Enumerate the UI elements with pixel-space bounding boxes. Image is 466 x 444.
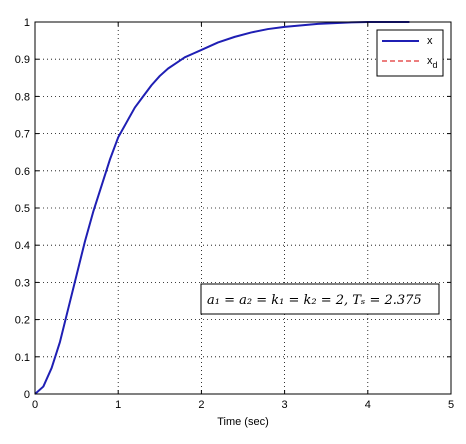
y-tick-label-3: 0.3 bbox=[15, 277, 30, 289]
grid bbox=[35, 22, 451, 394]
legend-entry-xd-subscript: d bbox=[433, 60, 438, 70]
x-tick-label-0: 0 bbox=[32, 399, 38, 411]
annotation-border bbox=[200, 283, 440, 315]
series-line-0 bbox=[34, 21, 410, 395]
legend-box bbox=[376, 29, 444, 77]
x-axis-label: Time (sec) bbox=[217, 416, 269, 428]
series-group bbox=[34, 21, 410, 395]
y-tick-label-5: 0.5 bbox=[15, 203, 30, 215]
x-tick-label-4: 4 bbox=[365, 399, 371, 411]
y-tick-label-10: 1 bbox=[24, 17, 30, 29]
x-tick-label-1: 1 bbox=[115, 399, 121, 411]
y-tick-label-1: 0.1 bbox=[15, 352, 30, 364]
x-tick-label-3: 3 bbox=[282, 399, 288, 411]
annotation-box: a₁ = a₂ = k₁ = k₂ = 2, Tₛ = 2.375 bbox=[200, 283, 440, 315]
annotation-text: a₁ = a₂ = k₁ = k₂ = 2, Tₛ = 2.375 bbox=[207, 293, 422, 308]
x-tick-label-2: 2 bbox=[198, 399, 204, 411]
y-tick-label-9: 0.9 bbox=[15, 54, 30, 66]
y-tick-label-8: 0.8 bbox=[15, 91, 30, 103]
y-tick-label-0: 0 bbox=[24, 389, 30, 401]
ticks: 0 1 2 3 4 5 0 0.1 0.2 0.3 0.4 0.5 0.6 0.7 0.8 0.9 1 bbox=[15, 17, 454, 411]
legend-entry-xd-base: x bbox=[427, 55, 433, 67]
y-tick-label-6: 0.6 bbox=[15, 166, 30, 178]
legend-entry-xd: xd bbox=[427, 55, 438, 70]
y-tick-label-2: 0.2 bbox=[15, 315, 30, 327]
y-tick-label-7: 0.7 bbox=[15, 129, 30, 141]
legend-entry-x: x bbox=[427, 35, 433, 47]
x-tick-label-5: 5 bbox=[448, 399, 454, 411]
legend: x xd bbox=[376, 29, 444, 77]
y-tick-label-4: 0.4 bbox=[15, 240, 30, 252]
